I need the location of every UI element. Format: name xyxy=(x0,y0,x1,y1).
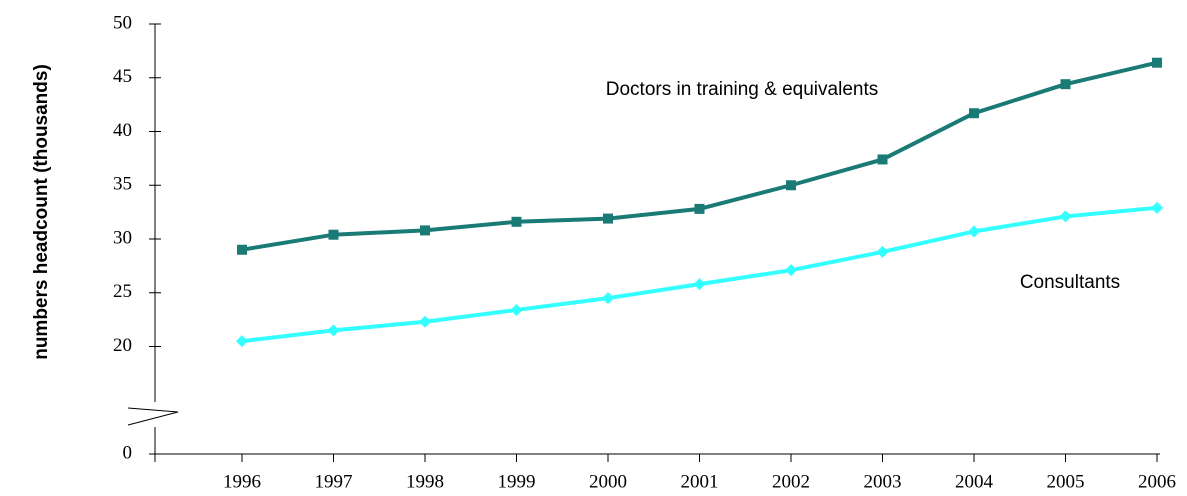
marker xyxy=(1151,201,1163,214)
y-tick-label: 50 xyxy=(113,12,132,33)
marker xyxy=(785,264,797,277)
x-tick-label: 1996 xyxy=(223,471,261,492)
x-tick-label: 1998 xyxy=(406,471,444,492)
y-tick-label: 35 xyxy=(113,174,132,195)
marker xyxy=(237,244,247,255)
y-tick-label: 0 xyxy=(123,442,133,463)
x-tick-label: 2001 xyxy=(681,471,719,492)
marker xyxy=(419,315,431,328)
marker xyxy=(968,225,980,238)
x-tick-label: 2006 xyxy=(1138,471,1176,492)
y-tick-label: 30 xyxy=(113,227,132,248)
x-tick-label: 2000 xyxy=(589,471,627,492)
series-label: Doctors in training & equivalents xyxy=(606,79,878,100)
marker xyxy=(327,324,340,337)
marker xyxy=(1152,57,1162,68)
y-tick-label: 25 xyxy=(113,281,132,302)
marker xyxy=(510,303,523,316)
y-axis-label: numbers headcount (thousands) xyxy=(31,64,52,360)
x-tick-label: 1997 xyxy=(315,471,353,492)
marker xyxy=(693,278,706,291)
marker xyxy=(694,203,705,214)
marker xyxy=(877,154,888,165)
marker xyxy=(603,213,613,224)
x-tick-label: 2002 xyxy=(772,471,810,492)
marker xyxy=(328,229,339,240)
x-tick-label: 1999 xyxy=(498,471,536,492)
x-tick-label: 2004 xyxy=(955,471,994,492)
marker xyxy=(420,225,430,236)
y-tick-label: 20 xyxy=(113,335,132,356)
x-tick-label: 2003 xyxy=(864,471,902,492)
marker xyxy=(511,216,522,227)
axis-break xyxy=(127,407,179,426)
y-tick-label: 40 xyxy=(113,120,132,141)
marker xyxy=(236,335,248,348)
marker xyxy=(602,292,614,305)
marker xyxy=(969,108,979,119)
marker xyxy=(786,180,796,191)
marker xyxy=(1059,210,1072,223)
series-label: Consultants xyxy=(1020,272,1120,293)
marker xyxy=(876,245,889,258)
y-tick-label: 45 xyxy=(113,66,132,87)
marker xyxy=(1060,79,1071,90)
x-tick-label: 2005 xyxy=(1047,471,1085,492)
